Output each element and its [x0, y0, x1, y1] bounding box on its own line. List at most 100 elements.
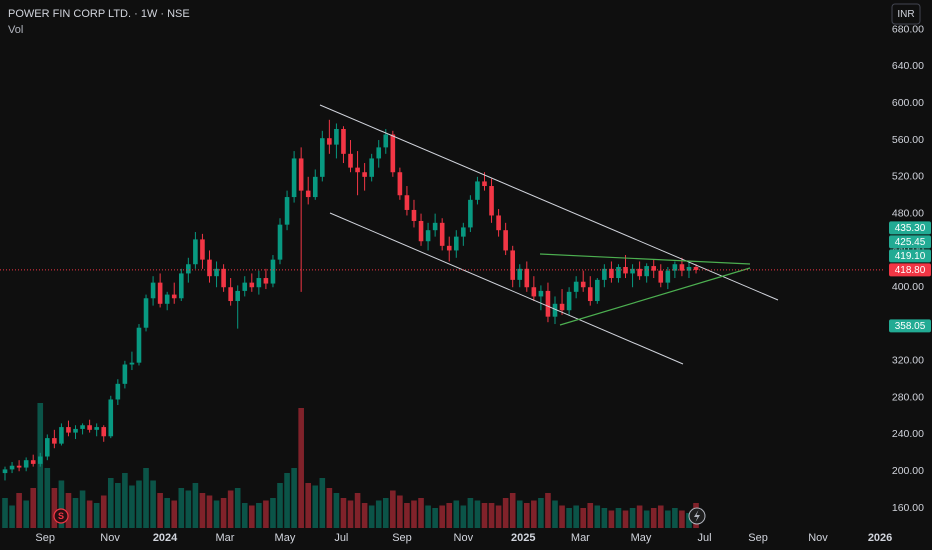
candle-body	[595, 279, 600, 302]
candle-body	[348, 153, 353, 168]
candle-body	[538, 290, 544, 297]
y-tick-label: 680.00	[892, 23, 924, 35]
candle-body	[16, 465, 22, 468]
candle-body	[552, 303, 558, 317]
candle-body	[404, 195, 410, 210]
candle-body	[150, 282, 156, 299]
x-tick-label: Sep	[748, 532, 768, 544]
candle-body	[524, 268, 530, 288]
price-tag-label: 358.05	[895, 321, 926, 332]
volume-bar	[425, 505, 431, 528]
volume-bar	[333, 493, 340, 528]
volume-bar	[460, 505, 467, 528]
candle-body	[376, 147, 382, 159]
price-tag	[889, 249, 931, 263]
volume-bar	[284, 473, 290, 528]
volume-bar	[404, 503, 410, 528]
candle-body	[432, 222, 438, 231]
triangle-lower	[559, 267, 751, 326]
candle-body	[200, 239, 205, 260]
candle-body	[602, 268, 607, 280]
price-tag	[889, 319, 931, 333]
candle-body	[411, 209, 417, 221]
volume-bar	[164, 498, 170, 528]
volume-bar	[622, 510, 629, 528]
candle-body	[87, 425, 92, 430]
currency-button[interactable]	[891, 3, 921, 25]
candle-body	[228, 287, 233, 302]
volume-bar	[44, 468, 51, 528]
y-tick-label: 480.00	[892, 207, 924, 219]
volume-bar	[298, 408, 304, 528]
x-tick-label: 2026	[868, 532, 892, 544]
volume-bar	[65, 493, 72, 528]
candle-body	[453, 236, 459, 251]
candle-body	[468, 199, 473, 228]
candle-body	[30, 460, 36, 464]
volume-bar	[502, 498, 509, 528]
volume-bar	[129, 485, 135, 528]
volume-bar	[397, 495, 403, 528]
x-tick-label: Jul	[334, 532, 348, 544]
candle-body	[73, 428, 78, 433]
candle-body	[566, 291, 572, 311]
volume-bar	[566, 508, 572, 528]
volume-bar	[93, 503, 100, 528]
volume-bar	[601, 508, 608, 528]
candle-body	[207, 259, 212, 277]
volume-bar	[636, 505, 643, 528]
candle-body	[587, 287, 593, 302]
volume-bar	[615, 508, 622, 528]
currency-label[interactable]: INR	[897, 9, 914, 20]
candle-body	[2, 469, 8, 474]
y-tick-label: 400.00	[892, 281, 924, 293]
chart-title: POWER FIN CORP LTD. · 1W · NSE	[8, 8, 190, 20]
candle-body	[178, 273, 184, 299]
y-tick-label: 560.00	[892, 134, 924, 146]
price-tag-label: 419.10	[895, 251, 926, 262]
candle-body	[129, 362, 135, 365]
volume-bar	[220, 498, 227, 528]
candle-body	[277, 224, 283, 260]
candle-body	[679, 264, 685, 271]
candle-body	[298, 158, 304, 191]
volume-bar	[545, 493, 551, 528]
x-tick-label: May	[275, 532, 296, 544]
candle-body	[651, 266, 657, 271]
candle-body	[665, 270, 671, 283]
candle-body	[383, 134, 389, 148]
candle-body	[573, 281, 579, 292]
volume-bar	[665, 510, 671, 528]
candle-body	[609, 268, 614, 279]
volume-bar	[509, 493, 516, 528]
x-tick-label: Nov	[808, 532, 828, 544]
volume-bar	[206, 495, 213, 528]
y-tick-label: 600.00	[892, 97, 924, 109]
candle-body	[341, 128, 346, 154]
volume-bar	[143, 468, 149, 528]
y-tick-label: 640.00	[892, 60, 924, 72]
candle-body	[658, 270, 664, 283]
session-badge[interactable]	[53, 508, 69, 524]
volume-bar	[100, 495, 107, 528]
candle-body	[312, 176, 318, 198]
candle-body	[101, 427, 107, 437]
triangle-upper	[539, 253, 751, 265]
session-badge-label[interactable]: S	[58, 511, 64, 521]
candle-body	[270, 259, 276, 284]
candle-body	[263, 278, 269, 284]
candle-body	[545, 290, 551, 317]
volume-bar	[340, 498, 347, 528]
candle-body	[637, 268, 642, 277]
y-tick-label: 520.00	[892, 171, 924, 183]
candle-body	[644, 266, 649, 277]
volume-bar	[51, 488, 58, 528]
candle-body	[672, 264, 678, 271]
candle-body	[439, 222, 445, 246]
channel-lower	[329, 212, 684, 365]
candle-body	[390, 134, 396, 173]
candle-body	[425, 230, 431, 242]
